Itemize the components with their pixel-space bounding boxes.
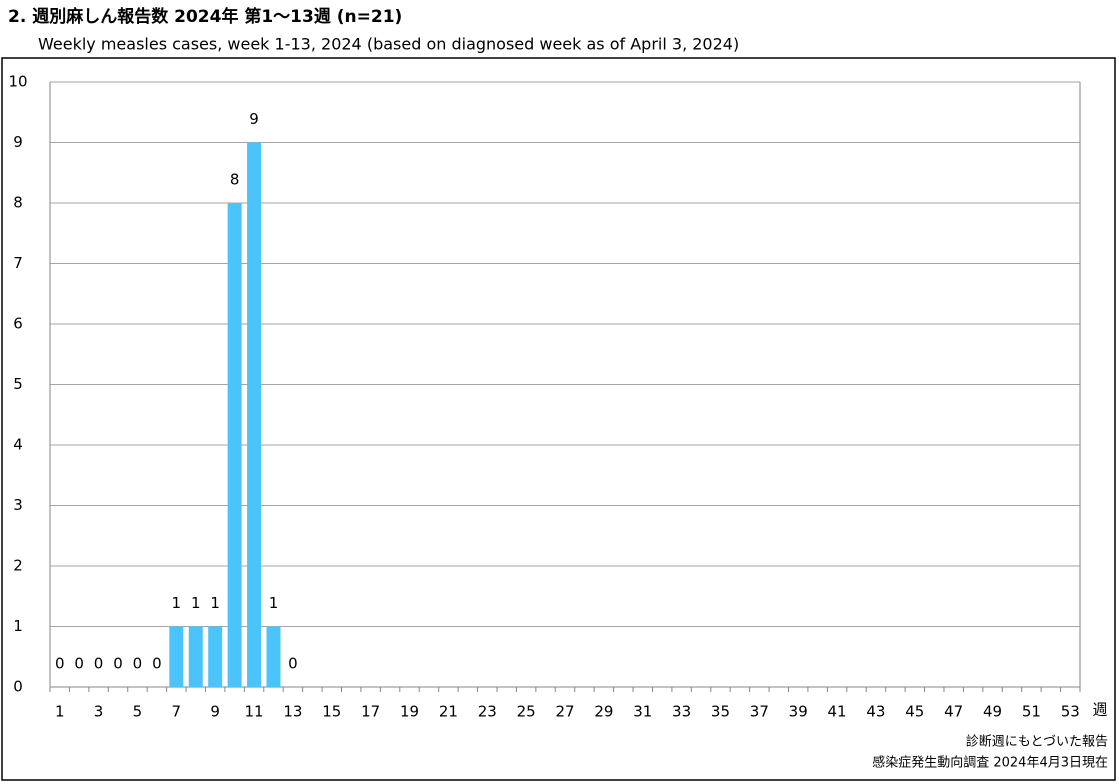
bar <box>266 626 281 687</box>
x-tick-label: 7 <box>172 703 182 721</box>
bar <box>227 203 242 687</box>
x-tick-label: 1 <box>55 703 65 721</box>
value-label: 9 <box>249 110 259 128</box>
bar <box>247 142 262 687</box>
x-tick-label: 35 <box>711 703 730 721</box>
x-tick-label: 45 <box>905 703 924 721</box>
x-tick-label: 17 <box>361 703 380 721</box>
y-tick-label: 7 <box>13 254 23 272</box>
x-tick-label: 53 <box>1061 703 1080 721</box>
x-tick-label: 51 <box>1022 703 1041 721</box>
bar <box>188 626 203 687</box>
x-tick-label: 3 <box>94 703 104 721</box>
value-label: 0 <box>74 655 84 673</box>
x-tick-label: 27 <box>555 703 574 721</box>
footnote: 感染症発生動向調査 2024年4月3日現在 <box>872 755 1108 771</box>
x-tick-label: 19 <box>400 703 419 721</box>
value-label: 0 <box>288 655 298 673</box>
value-label: 1 <box>191 594 201 612</box>
x-tick-label: 21 <box>439 703 458 721</box>
x-tick-label: 9 <box>210 703 220 721</box>
bar <box>208 626 223 687</box>
x-tick-label: 33 <box>672 703 691 721</box>
bar <box>169 626 184 687</box>
y-tick-label: 3 <box>13 496 23 514</box>
value-label: 0 <box>133 655 143 673</box>
x-tick-label: 49 <box>983 703 1002 721</box>
x-tick-label: 39 <box>789 703 808 721</box>
y-tick-label: 9 <box>13 133 23 151</box>
value-label: 0 <box>94 655 104 673</box>
y-tick-label: 4 <box>13 436 23 454</box>
value-label: 1 <box>210 594 220 612</box>
y-tick-label: 8 <box>13 194 23 212</box>
x-tick-label: 5 <box>133 703 143 721</box>
x-tick-label: 37 <box>750 703 769 721</box>
y-tick-label: 5 <box>13 375 23 393</box>
value-label: 0 <box>55 655 65 673</box>
x-tick-label: 11 <box>245 703 264 721</box>
value-label: 8 <box>230 171 240 189</box>
value-label: 0 <box>152 655 162 673</box>
y-tick-label: 2 <box>13 557 23 575</box>
x-tick-label: 23 <box>478 703 497 721</box>
y-tick-label: 1 <box>13 617 23 635</box>
value-label: 1 <box>269 594 279 612</box>
x-tick-label: 13 <box>283 703 302 721</box>
x-tick-label: 43 <box>866 703 885 721</box>
x-tick-label: 15 <box>322 703 341 721</box>
chart-frame <box>1 57 1116 781</box>
footnote: 診断週にもとづいた報告 <box>966 734 1108 750</box>
x-axis-label: 週 <box>1092 701 1107 719</box>
x-tick-label: 29 <box>594 703 613 721</box>
x-tick-label: 31 <box>633 703 652 721</box>
y-tick-label: 6 <box>13 315 23 333</box>
x-tick-label: 41 <box>828 703 847 721</box>
value-label: 1 <box>172 594 182 612</box>
y-tick-label: 0 <box>13 678 23 696</box>
chart-title: 2. 週別麻しん報告数 2024年 第1～13週 (n=21) <box>8 6 402 27</box>
chart-subtitle: Weekly measles cases, week 1-13, 2024 (b… <box>38 35 739 54</box>
x-tick-label: 47 <box>944 703 963 721</box>
x-tick-label: 25 <box>517 703 536 721</box>
value-label: 0 <box>113 655 123 673</box>
y-tick-label: 10 <box>8 73 27 91</box>
